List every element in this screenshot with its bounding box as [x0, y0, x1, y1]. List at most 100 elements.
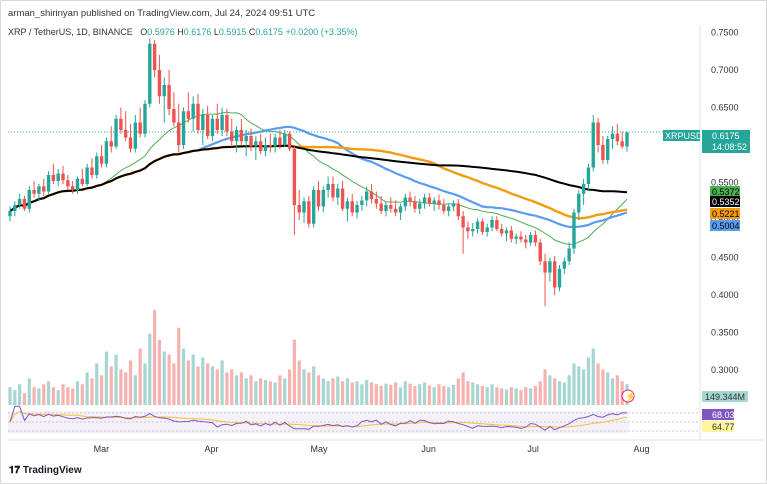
candle-body [191, 103, 195, 119]
candle-body [32, 190, 36, 194]
candle-body [514, 236, 518, 239]
candle-body [524, 239, 528, 243]
volume-bar [582, 369, 586, 405]
ma-value-tag-bg [710, 186, 740, 197]
candle-body [384, 205, 388, 211]
candle-body [61, 173, 65, 181]
volume-bar [186, 360, 190, 405]
volume-bar [273, 382, 277, 405]
candle-body [427, 197, 432, 204]
time-tick-label: May [311, 444, 329, 454]
volume-bar [114, 354, 118, 405]
volume-bar [562, 382, 566, 405]
volume-bar [586, 357, 591, 405]
candle-body [490, 220, 494, 228]
candle-body [509, 230, 514, 239]
volume-bar [8, 387, 12, 405]
candle-body [340, 188, 345, 209]
volume-bar [18, 384, 22, 405]
candle-body [186, 111, 191, 119]
candle-body [572, 212, 576, 249]
volume-bar [206, 363, 210, 405]
volume-bar [46, 381, 51, 405]
symbol-tag: XRPUSDT [665, 131, 709, 141]
volume-bar [461, 372, 465, 405]
time-tick-label: Jul [527, 444, 539, 454]
volume-bar [475, 384, 480, 405]
volume-bar [215, 369, 219, 405]
volume-bar [394, 382, 398, 405]
candle-body [485, 227, 489, 232]
volume-bar [524, 387, 528, 405]
price-tick-label: 0.4000 [711, 290, 739, 300]
candle-body [538, 242, 542, 262]
volume-bar [128, 360, 133, 405]
volume-bar [181, 348, 186, 405]
candle-body [268, 145, 272, 147]
ma-value-tag-bg [710, 208, 740, 219]
time-tick-label: Apr [204, 444, 218, 454]
candle-body [254, 141, 258, 147]
volume-bar [263, 380, 268, 405]
volume-bar [451, 384, 456, 405]
candle-body [56, 173, 60, 181]
candle-body [42, 186, 46, 192]
tradingview-logo-icon: 𝟏𝟕 [9, 465, 23, 476]
price-tick-label: 0.6500 [711, 103, 739, 113]
candle-body [471, 229, 475, 232]
last-price-tag: 0.6175 [712, 131, 740, 141]
volume-bar [442, 386, 446, 405]
candle-body [215, 118, 219, 130]
ma-value-tag: 0.5221 [712, 209, 740, 219]
volume-bar [548, 375, 552, 405]
candle-body [114, 118, 118, 147]
candle-body [398, 206, 403, 213]
candle-body [27, 190, 31, 209]
candle-body [519, 236, 523, 240]
candle-body [615, 133, 620, 142]
candle-body [408, 197, 412, 202]
candle-body [119, 118, 123, 130]
volume-bar [292, 339, 296, 405]
candle-body [336, 188, 340, 198]
candle-body [548, 261, 552, 273]
volume-bar [350, 382, 354, 405]
volume-bar [447, 387, 451, 405]
volume-bar [22, 393, 27, 405]
candle-body [620, 141, 624, 147]
volume-bar [408, 383, 412, 405]
candle-body [326, 184, 330, 190]
candle-body [461, 216, 465, 228]
candle-body [239, 130, 244, 142]
candle-body [577, 193, 581, 213]
brand-label: TradingView [22, 465, 82, 476]
candle-body [66, 180, 70, 187]
volume-bar [104, 351, 109, 405]
close-value: 0.6175 [255, 27, 283, 37]
volume-bar [61, 384, 65, 405]
candle-body [201, 115, 205, 130]
candle-body [133, 122, 138, 149]
volume-bar [427, 385, 431, 405]
candle-body [273, 137, 277, 147]
candle-body [432, 200, 436, 204]
volume-bar [422, 382, 427, 405]
volume-bar [259, 378, 263, 405]
volume-bar [538, 381, 542, 405]
last-price-tag-bg [702, 130, 750, 153]
volume-bar [196, 366, 200, 405]
candle-body [80, 178, 85, 184]
volume-bar [254, 381, 258, 405]
candle-body [90, 167, 94, 175]
candle-body [528, 235, 533, 243]
volume-bar [316, 375, 321, 405]
candle-body [104, 141, 109, 164]
candle-body [95, 156, 99, 175]
volume-bar [27, 378, 31, 405]
candle-body [162, 85, 166, 97]
volume-bar [191, 354, 195, 405]
volume-bar [302, 369, 306, 405]
volume-bar [153, 310, 157, 405]
symbol-tag-bg [663, 130, 700, 141]
